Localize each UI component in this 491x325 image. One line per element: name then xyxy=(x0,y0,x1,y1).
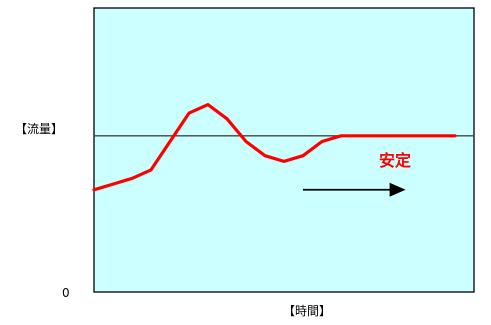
time-arrow xyxy=(303,182,406,197)
plot-area xyxy=(93,7,475,293)
flow-series-line xyxy=(92,102,457,192)
stable-annotation: 安定 xyxy=(379,151,411,170)
y-axis-label: 【流量】 xyxy=(15,122,63,136)
y-origin-tick-label: 0 xyxy=(62,286,70,300)
x-axis-label: 【時間】 xyxy=(283,304,331,318)
